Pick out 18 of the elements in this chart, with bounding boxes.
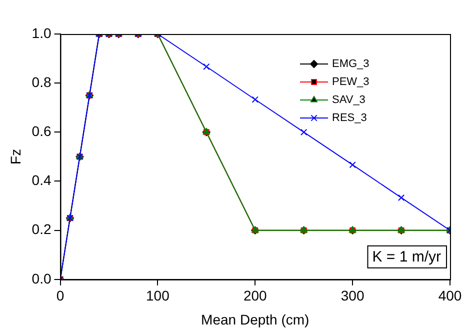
x-tick-label: 100: [146, 288, 170, 304]
y-tick-label: 0.6: [32, 123, 52, 140]
y-tick-label: 0.2: [32, 221, 52, 238]
x-axis-title: Mean Depth (cm): [201, 311, 310, 328]
x-tick-label: 300: [340, 288, 364, 304]
x-tick-label: 400: [438, 288, 462, 304]
annotation: K = 1 m/yr: [372, 248, 442, 266]
legend-label: EMG_3: [332, 58, 370, 70]
y-tick-label: 0.0: [32, 270, 52, 286]
y-axis-title: Fz: [7, 148, 24, 164]
x-tick-label: 200: [243, 288, 268, 304]
legend-label: PEW_3: [332, 76, 370, 88]
legend-label: SAV_3: [332, 94, 366, 106]
x-tick-label: 0: [56, 288, 64, 304]
y-tick-label: 1.0: [32, 24, 52, 41]
legend-label: RES_3: [332, 112, 367, 124]
y-tick-label: 0.8: [32, 74, 52, 90]
y-tick-label: 0.4: [32, 172, 52, 188]
